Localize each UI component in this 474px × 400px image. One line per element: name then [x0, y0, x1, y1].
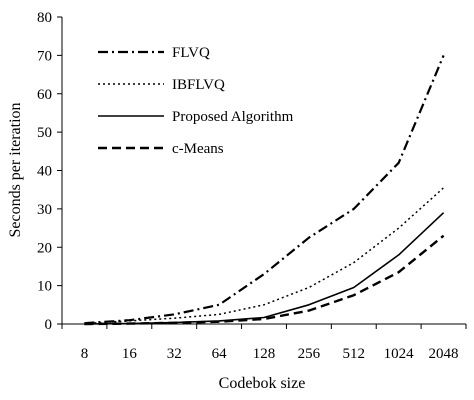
x-axis: 8 16 32 64 128 256 512 1024 2048: [61, 324, 467, 362]
x-axis-title: Codebok size: [219, 375, 306, 392]
series-line-ibflvq: [84, 187, 445, 325]
legend-label: Proposed Algorithm: [172, 109, 294, 125]
y-tick-label: 20: [37, 240, 52, 256]
legend-label: c-Means: [172, 141, 224, 157]
y-axis: 0 10 20 30 40 50 60 70 80: [37, 10, 62, 333]
legend-label: FLVQ: [172, 45, 210, 61]
y-axis-title: Seconds per iteration: [7, 102, 24, 237]
y-tick-label: 80: [37, 10, 52, 26]
legend-label: IBFLVQ: [172, 77, 225, 93]
y-tick-label: 0: [45, 317, 53, 333]
series-lines: [84, 54, 445, 326]
series-line-flvq: [84, 54, 445, 325]
x-tick-label: 128: [253, 346, 276, 362]
x-tick-label: 32: [167, 346, 182, 362]
series-line-proposed-algorithm: [84, 212, 445, 325]
x-tick-label: 256: [298, 346, 321, 362]
x-tick-label: 512: [343, 346, 366, 362]
series-line-c-means: [84, 234, 445, 326]
plot-frame: [61, 17, 466, 325]
y-tick-label: 10: [37, 279, 52, 295]
y-tick-label: 50: [37, 125, 52, 141]
y-tick-label: 70: [37, 48, 52, 64]
y-tick-label: 60: [37, 87, 52, 103]
y-tick-label: 40: [37, 164, 52, 180]
x-tick-label: 16: [122, 346, 138, 362]
x-tick-label: 2048: [429, 346, 459, 362]
x-tick-label: 1024: [384, 346, 415, 362]
x-tick-label: 8: [81, 346, 89, 362]
x-tick-label: 64: [212, 346, 228, 362]
y-tick-label: 30: [37, 202, 52, 218]
legend: FLVQ IBFLVQ Proposed Algorithm c-Means: [98, 45, 294, 157]
